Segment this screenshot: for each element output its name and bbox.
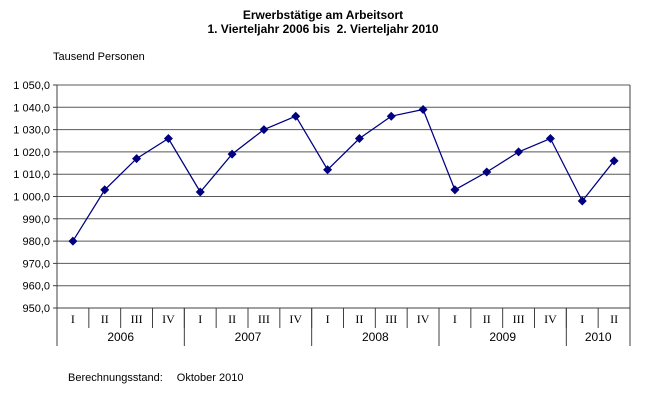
quarter-label: II	[483, 312, 491, 326]
quarter-label: III	[131, 312, 143, 326]
quarter-label: II	[355, 312, 363, 326]
quarter-label: IV	[289, 312, 302, 326]
quarter-label: I	[326, 312, 330, 326]
quarter-label: III	[513, 312, 525, 326]
y-tick-label: 1 040,0	[13, 102, 50, 114]
quarter-label: I	[198, 312, 202, 326]
series-line	[72, 108, 615, 242]
quarter-label: I	[580, 312, 584, 326]
y-tick-label: 1 000,0	[13, 192, 50, 204]
y-tick-label: 1 050,0	[13, 80, 50, 92]
y-tick-label: 1 020,0	[13, 147, 50, 159]
data-point-marker	[132, 154, 142, 164]
quarter-label: IV	[544, 312, 557, 326]
year-label: 2010	[585, 330, 612, 344]
chart-title-line2: 1. Vierteljahr 2006 bis 2. Vierteljahr 2…	[207, 22, 439, 36]
data-point-marker	[450, 185, 460, 195]
y-tick-label: 950,0	[22, 303, 50, 315]
year-label: 2008	[362, 330, 389, 344]
y-axis-title: Tausend Personen	[53, 51, 145, 63]
quarter-label: III	[385, 312, 397, 326]
quarter-label: I	[71, 312, 75, 326]
y-tick-label: 980,0	[22, 236, 50, 248]
data-point-marker	[545, 134, 555, 144]
year-label: 2009	[489, 330, 516, 344]
y-tick-label: 990,0	[22, 214, 50, 226]
data-point-marker	[323, 165, 333, 175]
data-point-marker	[100, 185, 110, 195]
data-point-marker	[514, 147, 524, 157]
data-point-marker	[195, 187, 205, 197]
footnote-value: Oktober 2010	[176, 372, 244, 384]
footnote-label: Berechnungsstand:	[68, 372, 163, 384]
data-point-marker	[227, 149, 237, 159]
quarter-label: II	[610, 312, 618, 326]
quarter-label: IV	[162, 312, 175, 326]
data-point-marker	[163, 134, 173, 144]
quarter-label: II	[228, 312, 236, 326]
data-point-marker	[259, 125, 269, 135]
y-tick-label: 960,0	[22, 281, 50, 293]
data-point-marker	[291, 111, 301, 121]
data-point-marker	[386, 111, 396, 121]
year-label: 2006	[107, 330, 134, 344]
quarter-label: IV	[417, 312, 430, 326]
quarter-label: II	[101, 312, 109, 326]
chart-title: Erwerbstätige am Arbeitsort 1. Viertelja…	[0, 8, 646, 36]
y-tick-label: 970,0	[22, 258, 50, 270]
data-point-marker	[482, 167, 492, 177]
data-point-marker	[609, 156, 619, 166]
chart-title-line1: Erwerbstätige am Arbeitsort	[242, 8, 404, 22]
data-point-marker	[68, 236, 78, 246]
footnote: Berechnungsstand: Oktober 2010	[68, 372, 243, 384]
quarter-label: I	[453, 312, 457, 326]
y-tick-label: 1 010,0	[13, 169, 50, 181]
data-point-marker	[418, 105, 428, 115]
year-label: 2007	[235, 330, 262, 344]
y-tick-label: 1 030,0	[13, 125, 50, 137]
data-point-marker	[577, 196, 587, 206]
data-point-marker	[354, 134, 364, 144]
quarter-label: III	[258, 312, 270, 326]
